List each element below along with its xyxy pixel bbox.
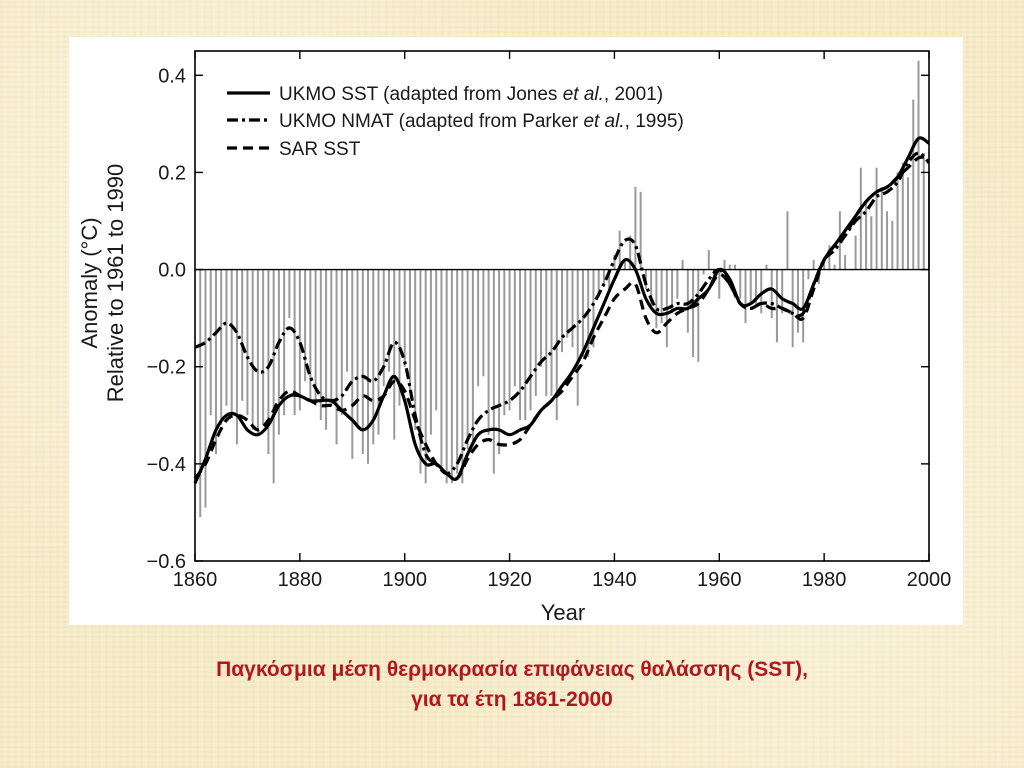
x-axis-label: Year	[541, 600, 585, 625]
series-line-dashdot	[194, 151, 931, 476]
axis-ticks: 1860 1880 1900 1920 1940 1960 1980 2000 0.4 0.2 0.…	[147, 51, 952, 591]
y-tick-label: 0.4	[158, 65, 186, 87]
y-tick-label: −0.6	[147, 551, 186, 573]
y-tick-label: −0.4	[147, 454, 186, 476]
plot-frame	[194, 50, 930, 562]
x-tick-label: 1860	[173, 569, 218, 591]
x-tick-label: 1880	[278, 569, 323, 591]
y-tick-label: 0.2	[158, 162, 186, 184]
chart-figure: 1860 1880 1900 1920 1940 1960 1980 2000 0.4 0.2 0.…	[69, 37, 963, 625]
smoothed-series	[193, 136, 931, 484]
legend-label-sar-sst: SAR SST	[279, 139, 361, 160]
x-tick-label: 1980	[802, 569, 847, 591]
caption-line-1: Παγκόσμια μέση θερμοκρασία επιφάνειας θα…	[216, 658, 808, 681]
y-axis-label-line2: Relative to 1961 to 1990	[103, 164, 128, 403]
y-tick-label: −0.2	[147, 357, 186, 379]
legend-label-ukmo-sst: UKMO SST (adapted from Jones et al., 200…	[279, 84, 663, 105]
y-tick-label: 0.0	[158, 260, 186, 282]
figure-caption: Παγκόσμια μέση θερμοκρασία επιφάνειας θα…	[0, 655, 1024, 715]
x-tick-label: 2000	[907, 569, 952, 591]
series-line-dashed	[193, 155, 930, 481]
x-tick-label: 1940	[592, 569, 637, 591]
sst-anomaly-chart: 1860 1880 1900 1920 1940 1960 1980 2000 0.4 0.2 0.…	[77, 50, 952, 625]
x-tick-label: 1900	[382, 569, 427, 591]
x-tick-label: 1920	[487, 569, 531, 591]
legend-label-ukmo-nmat: UKMO NMAT (adapted from Parker et al., 1…	[279, 111, 684, 132]
x-tick-label: 1960	[697, 569, 742, 591]
legend: UKMO SST (adapted from Jones et al., 200…	[227, 84, 684, 160]
y-axis-label-line1: Anomaly (°C)	[77, 217, 102, 348]
caption-line-2: για τα έτη 1861-2000	[411, 688, 613, 711]
